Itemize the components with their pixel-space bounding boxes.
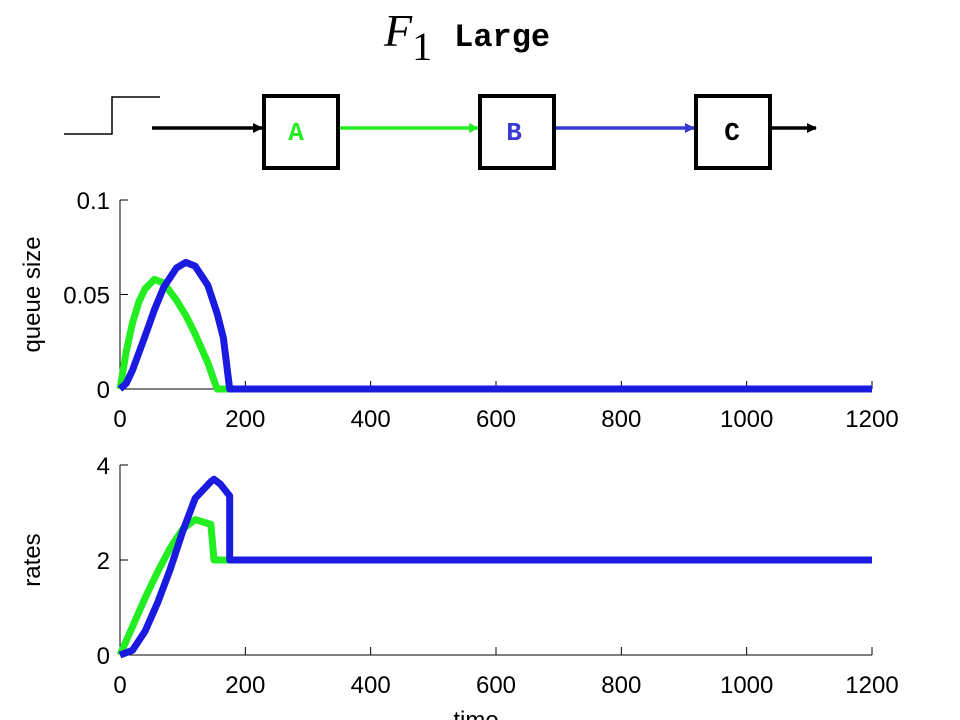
x-tick-label: 800 <box>601 406 641 433</box>
x-tick-label: 600 <box>476 672 516 699</box>
x-tick-label: 400 <box>351 672 391 699</box>
y-tick-label: 0.1 <box>77 188 110 215</box>
y-axis-label: rates <box>19 533 46 586</box>
step-input <box>64 96 160 135</box>
x-tick-label: 1200 <box>845 406 898 433</box>
x-tick-label: 1000 <box>720 406 773 433</box>
x-tick-label: 200 <box>225 406 265 433</box>
x-axis-label: time <box>453 707 498 720</box>
y-axis-label: queue size <box>19 236 46 352</box>
y-tick-label: 0 <box>97 377 110 404</box>
y-tick-label: 4 <box>97 453 110 480</box>
node-label: C <box>724 118 740 148</box>
x-tick-label: 800 <box>601 672 641 699</box>
x-tick-label: 200 <box>225 672 265 699</box>
x-tick-label: 1200 <box>845 672 898 699</box>
data-line <box>117 258 872 393</box>
y-tick-label: 0.05 <box>63 283 110 310</box>
x-tick-label: 0 <box>113 672 126 699</box>
node-box <box>478 94 556 170</box>
data-line <box>118 475 872 659</box>
x-tick-label: 400 <box>351 406 391 433</box>
x-tick-label: 0 <box>113 406 126 433</box>
node-box <box>694 94 772 170</box>
data-line <box>116 275 872 393</box>
figure-title: F1 Large <box>383 5 550 69</box>
y-tick-label: 0 <box>97 643 110 670</box>
y-tick-label: 2 <box>97 548 110 575</box>
x-tick-label: 600 <box>476 406 516 433</box>
node-label: A <box>288 118 304 148</box>
x-tick-label: 1000 <box>720 672 773 699</box>
node-box <box>262 94 340 170</box>
flow-diagram: A B C <box>64 94 817 170</box>
node-label: B <box>506 118 522 148</box>
